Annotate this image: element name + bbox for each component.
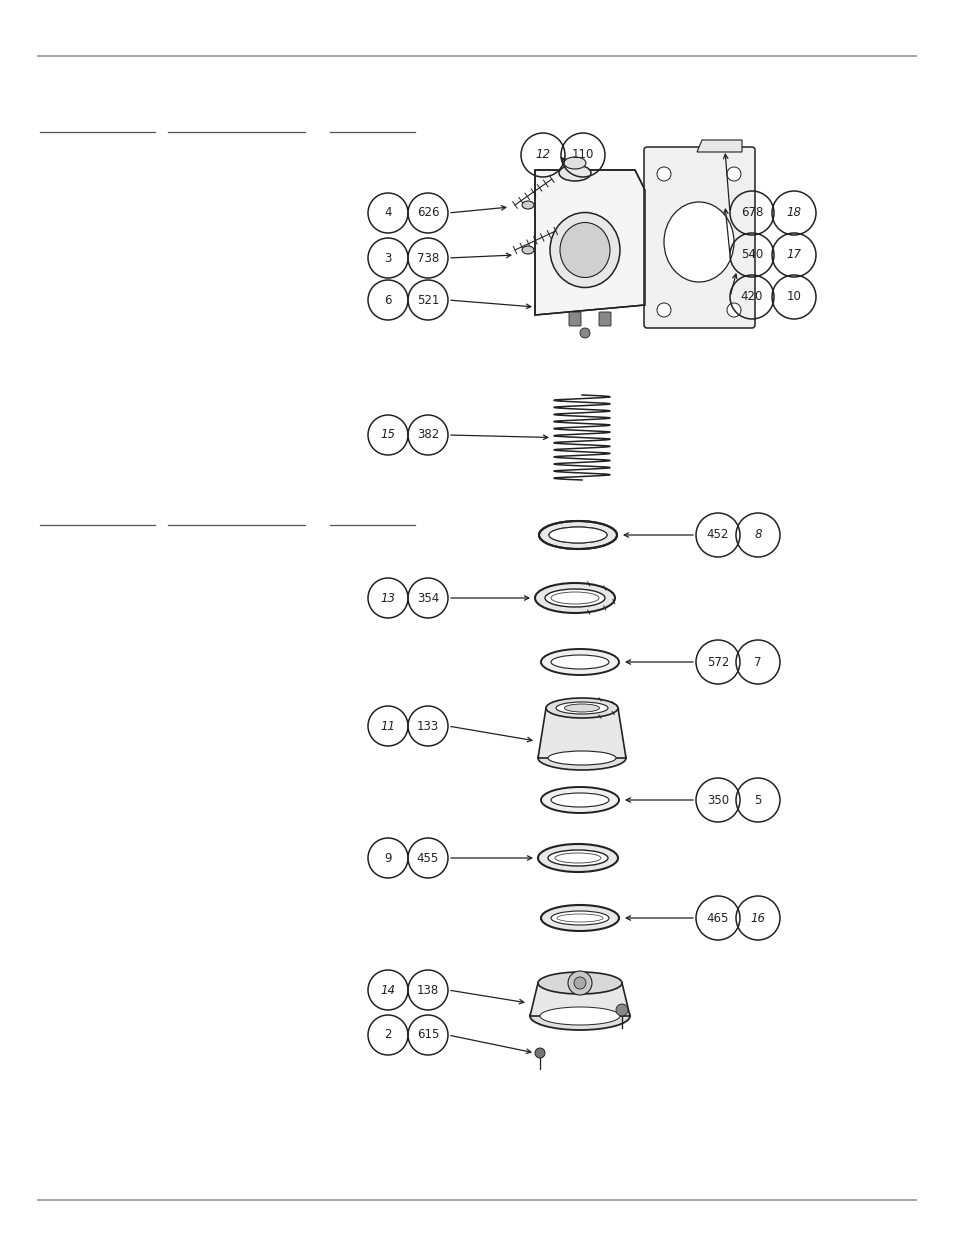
Circle shape — [657, 167, 670, 182]
Ellipse shape — [521, 246, 534, 254]
Ellipse shape — [537, 844, 618, 872]
Text: 12: 12 — [535, 148, 550, 162]
Text: 16: 16 — [750, 911, 764, 925]
Ellipse shape — [537, 746, 625, 769]
Text: 350: 350 — [706, 794, 728, 806]
Text: 17: 17 — [785, 248, 801, 262]
Ellipse shape — [551, 911, 608, 925]
Ellipse shape — [550, 212, 619, 288]
Text: 5: 5 — [754, 794, 760, 806]
Text: 540: 540 — [740, 248, 762, 262]
Text: 420: 420 — [740, 290, 762, 304]
Ellipse shape — [551, 793, 608, 806]
Circle shape — [726, 167, 740, 182]
Circle shape — [567, 971, 592, 995]
Text: 10: 10 — [785, 290, 801, 304]
Ellipse shape — [563, 157, 585, 169]
Ellipse shape — [544, 589, 604, 606]
FancyBboxPatch shape — [598, 312, 610, 326]
Text: 678: 678 — [740, 206, 762, 220]
Ellipse shape — [540, 905, 618, 931]
Text: 8: 8 — [754, 529, 760, 541]
Text: 465: 465 — [706, 911, 728, 925]
Ellipse shape — [548, 527, 606, 543]
Text: 9: 9 — [384, 851, 392, 864]
Text: 15: 15 — [380, 429, 395, 441]
Text: 455: 455 — [416, 851, 438, 864]
Ellipse shape — [558, 165, 590, 182]
Text: 14: 14 — [380, 983, 395, 997]
Ellipse shape — [545, 698, 618, 718]
Text: 354: 354 — [416, 592, 438, 604]
Text: 615: 615 — [416, 1029, 438, 1041]
Ellipse shape — [537, 972, 621, 994]
Text: 133: 133 — [416, 720, 438, 732]
FancyBboxPatch shape — [643, 147, 754, 329]
Text: 452: 452 — [706, 529, 728, 541]
Ellipse shape — [530, 1002, 629, 1030]
Polygon shape — [535, 170, 644, 315]
Text: 138: 138 — [416, 983, 438, 997]
Text: 382: 382 — [416, 429, 438, 441]
Ellipse shape — [564, 704, 598, 713]
Circle shape — [726, 303, 740, 317]
Polygon shape — [697, 140, 741, 152]
Circle shape — [616, 1004, 627, 1016]
Circle shape — [579, 329, 589, 338]
Text: 738: 738 — [416, 252, 438, 264]
FancyBboxPatch shape — [568, 312, 580, 326]
Text: 626: 626 — [416, 206, 438, 220]
Circle shape — [657, 303, 670, 317]
Text: 110: 110 — [571, 148, 594, 162]
Text: 11: 11 — [380, 720, 395, 732]
Ellipse shape — [547, 751, 616, 764]
Text: 521: 521 — [416, 294, 438, 306]
Text: 572: 572 — [706, 656, 728, 668]
Polygon shape — [537, 708, 625, 758]
Ellipse shape — [540, 650, 618, 676]
Ellipse shape — [559, 222, 609, 278]
Ellipse shape — [551, 655, 608, 669]
Polygon shape — [530, 983, 629, 1016]
Ellipse shape — [535, 583, 615, 613]
Text: 4: 4 — [384, 206, 392, 220]
Text: 3: 3 — [384, 252, 392, 264]
Ellipse shape — [547, 850, 607, 866]
Circle shape — [535, 1049, 544, 1058]
Ellipse shape — [556, 701, 607, 714]
Ellipse shape — [538, 521, 617, 550]
Ellipse shape — [663, 203, 733, 282]
Text: 6: 6 — [384, 294, 392, 306]
Ellipse shape — [521, 201, 534, 209]
Text: 2: 2 — [384, 1029, 392, 1041]
Circle shape — [574, 977, 585, 989]
Ellipse shape — [539, 1007, 619, 1025]
Ellipse shape — [540, 787, 618, 813]
Text: 7: 7 — [754, 656, 760, 668]
Text: 18: 18 — [785, 206, 801, 220]
Text: 13: 13 — [380, 592, 395, 604]
